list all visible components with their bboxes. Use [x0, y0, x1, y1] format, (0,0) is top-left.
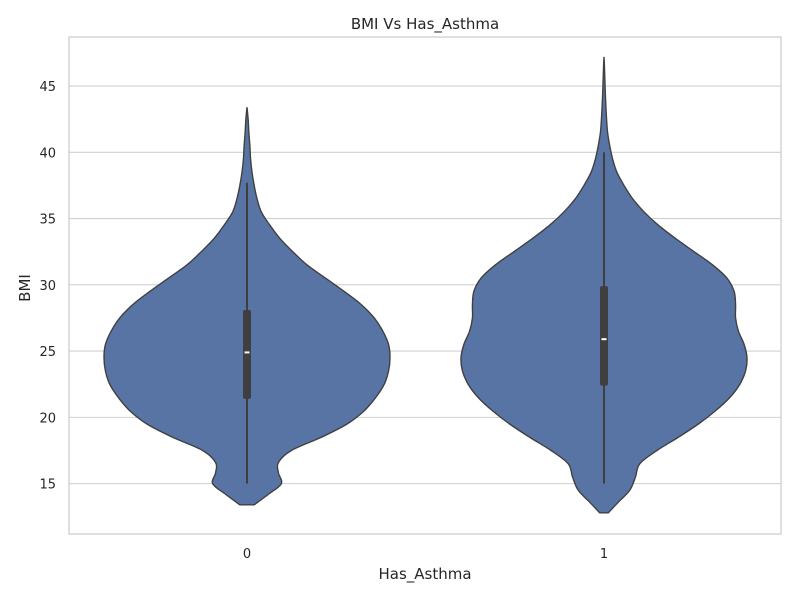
x-tick-label-0: 0 [243, 547, 251, 562]
y-tick-label-15: 15 [39, 478, 56, 493]
x-axis-label: Has_Asthma [378, 565, 471, 584]
y-tick-label-40: 40 [39, 146, 56, 161]
y-axis-label: BMI [16, 274, 34, 302]
plot-frame [68, 36, 782, 535]
iqr-box-1 [600, 286, 608, 386]
y-tick-labels: 15 20 25 30 35 40 45 [39, 80, 56, 493]
iqr-box-0 [243, 310, 251, 399]
x-tick-label-1: 1 [600, 547, 608, 562]
chart-title: BMI Vs Has_Asthma [351, 15, 499, 34]
y-tick-label-30: 30 [39, 279, 56, 294]
y-tick-label-20: 20 [39, 411, 56, 426]
y-tick-label-45: 45 [39, 80, 56, 95]
y-tick-label-35: 35 [39, 213, 56, 228]
violins [103, 56, 748, 514]
y-tick-label-25: 25 [39, 345, 56, 360]
